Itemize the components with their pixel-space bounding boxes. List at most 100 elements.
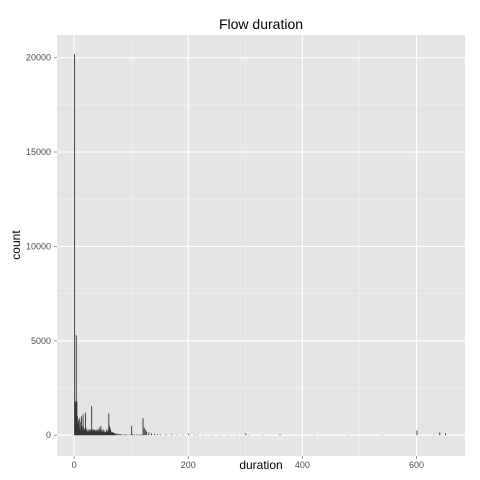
histogram-bar (102, 432, 104, 436)
histogram-bar (97, 429, 99, 436)
histogram-bar (148, 432, 150, 436)
histogram-bar (98, 427, 100, 436)
histogram-bar (90, 429, 92, 436)
x-tick-label: 400 (295, 460, 310, 470)
histogram-bar (117, 433, 119, 436)
histogram-bar (80, 416, 82, 436)
y-tick-label: 15000 (26, 147, 51, 157)
histogram-bar (106, 429, 107, 436)
histogram-bar (279, 434, 281, 436)
histogram-bar (91, 429, 93, 436)
histogram-bar (416, 430, 418, 436)
y-tick-label: 20000 (26, 53, 51, 63)
histogram-bar (113, 433, 115, 436)
histogram-bar (110, 429, 111, 436)
histogram-bar (87, 431, 89, 436)
histogram-bar (154, 433, 155, 436)
histogram-bar (146, 431, 147, 436)
histogram-bar (95, 429, 97, 436)
histogram-bar (78, 427, 80, 436)
histogram-bar (107, 431, 109, 436)
histogram-bar (134, 434, 135, 436)
x-tick-label: 200 (181, 460, 196, 470)
histogram-bar (138, 434, 139, 436)
histogram-bar (83, 429, 85, 436)
histogram-bar (92, 429, 94, 436)
histogram-bar (78, 420, 80, 436)
histogram-bar (122, 434, 124, 436)
y-tick-labels: 0 5000 10000 15000 20000 (26, 53, 51, 441)
y-tick-label: 10000 (26, 241, 51, 251)
histogram-bar (75, 403, 77, 436)
histogram-bar (83, 427, 85, 436)
histogram-bar (125, 434, 127, 436)
histogram-bar (105, 432, 107, 436)
histogram-bar (159, 434, 161, 436)
histogram-bar (76, 416, 78, 436)
chart-title: Flow duration (219, 16, 303, 32)
histogram-bar (90, 431, 91, 436)
histogram-bar (112, 432, 114, 436)
histogram-bar (74, 401, 76, 436)
histogram-bar (100, 431, 102, 436)
histogram-bar (196, 434, 198, 436)
x-axis-label: duration (239, 458, 282, 472)
histogram-bar (94, 429, 95, 436)
histogram-bar (120, 434, 122, 436)
histogram-bar (103, 429, 105, 436)
histogram-bar (99, 429, 101, 436)
histogram-bar (101, 429, 103, 436)
histogram-bar (87, 431, 89, 436)
histogram-bar (86, 431, 88, 436)
histogram-bar (98, 431, 99, 436)
histogram-bar (131, 425, 133, 436)
histogram-bar (114, 433, 115, 436)
histogram-bar (88, 431, 90, 436)
histogram-bar (94, 431, 96, 436)
histogram-bar (124, 434, 126, 436)
histogram-bar (74, 53, 76, 436)
histogram-bar (144, 429, 146, 436)
histogram-bar (107, 429, 109, 436)
histogram-bar (156, 434, 158, 436)
histogram-bar (88, 429, 90, 436)
histogram-bar (445, 433, 446, 436)
histogram-bar (143, 427, 145, 436)
histogram-bar (136, 434, 138, 436)
histogram-bar (76, 401, 78, 436)
histogram-bar (100, 425, 102, 436)
histogram-bar (102, 431, 103, 436)
histogram-bar (77, 423, 79, 436)
histogram-bar (115, 433, 117, 436)
histogram-bar (135, 434, 137, 436)
histogram-bar (96, 430, 98, 436)
histogram-bar (89, 429, 91, 436)
histogram-bar (79, 418, 81, 436)
histogram-bar (99, 431, 101, 436)
histogram-bar (188, 433, 190, 436)
plot-panel (57, 35, 465, 456)
x-tick-label: 600 (409, 460, 424, 470)
histogram-bar (93, 431, 95, 436)
histogram-bar (132, 434, 134, 436)
histogram-bar (109, 427, 111, 436)
histogram-bar (79, 422, 81, 436)
y-tick-label: 5000 (31, 336, 51, 346)
histogram-bar (171, 434, 173, 436)
histogram-bar (165, 434, 167, 436)
histogram-bar (245, 433, 247, 436)
histogram-bar (111, 432, 113, 436)
histogram-bar (80, 429, 82, 436)
histogram-bar (75, 335, 77, 436)
histogram-bar (84, 429, 86, 436)
histogram-bar (176, 434, 178, 436)
histogram-bar (151, 433, 153, 436)
histogram-bar (118, 434, 120, 436)
histogram-bar (130, 434, 131, 436)
x-tick-labels: 0 200 400 600 (72, 460, 424, 470)
y-tick-label: 0 (46, 430, 51, 440)
x-tick-label: 0 (72, 460, 77, 470)
histogram-bar (81, 425, 83, 436)
y-axis-label: count (9, 230, 23, 260)
